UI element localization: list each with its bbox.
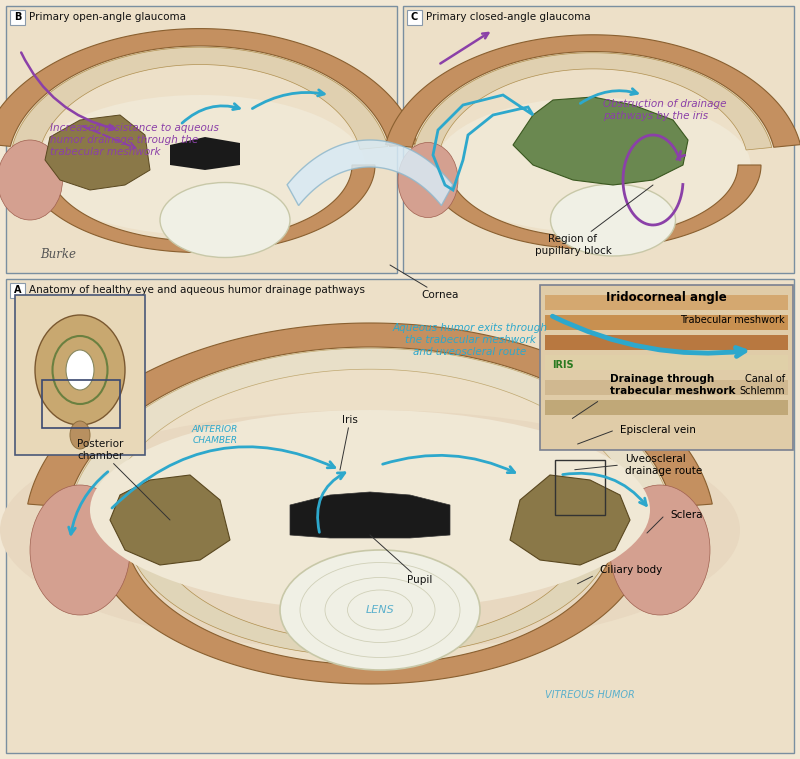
- Text: VITREOUS HUMOR: VITREOUS HUMOR: [545, 690, 635, 700]
- Ellipse shape: [66, 350, 94, 390]
- Polygon shape: [414, 53, 772, 150]
- Text: Canal of
Schlemm: Canal of Schlemm: [739, 374, 785, 395]
- Bar: [6, 279, 794, 753]
- Text: Pupil: Pupil: [370, 535, 433, 585]
- Text: Increased resistance to aqueous
humor drainage through the
trabecular meshwork: Increased resistance to aqueous humor dr…: [50, 124, 219, 156]
- Polygon shape: [28, 323, 712, 507]
- Polygon shape: [513, 97, 688, 185]
- Text: Posterior
chamber: Posterior chamber: [77, 439, 170, 520]
- Ellipse shape: [35, 95, 365, 235]
- FancyBboxPatch shape: [10, 10, 25, 24]
- Ellipse shape: [160, 182, 290, 257]
- Text: Aqueous humor exits through
the trabecular meshwork
and uveoscleral route: Aqueous humor exits through the trabecul…: [393, 323, 547, 357]
- Bar: [545, 335, 788, 350]
- Polygon shape: [70, 348, 670, 510]
- Polygon shape: [0, 29, 418, 146]
- Text: Primary closed-angle glaucoma: Primary closed-angle glaucoma: [426, 12, 591, 22]
- Bar: [545, 355, 788, 370]
- Polygon shape: [425, 165, 761, 249]
- Text: Burke: Burke: [40, 248, 76, 262]
- FancyBboxPatch shape: [406, 10, 422, 24]
- Text: Trabecular meshwork: Trabecular meshwork: [680, 315, 785, 325]
- Text: Primary open-angle glaucoma: Primary open-angle glaucoma: [30, 12, 186, 22]
- Bar: [15, 295, 145, 455]
- Bar: [403, 6, 794, 273]
- Bar: [545, 295, 788, 310]
- Text: Iridocorneal angle: Iridocorneal angle: [606, 291, 727, 304]
- Text: IRIS: IRIS: [552, 360, 574, 370]
- Text: LENS: LENS: [366, 605, 394, 615]
- Ellipse shape: [398, 143, 458, 218]
- Bar: [555, 460, 605, 515]
- Polygon shape: [127, 530, 613, 657]
- Polygon shape: [290, 492, 450, 538]
- Bar: [545, 315, 788, 330]
- Text: B: B: [14, 12, 21, 22]
- Polygon shape: [170, 137, 240, 170]
- Ellipse shape: [0, 140, 62, 220]
- Polygon shape: [110, 475, 230, 565]
- Text: Anatomy of healthy eye and aqueous humor drainage pathways: Anatomy of healthy eye and aqueous humor…: [30, 285, 366, 295]
- Ellipse shape: [435, 97, 750, 232]
- Text: C: C: [410, 12, 418, 22]
- Polygon shape: [12, 47, 388, 150]
- Bar: [6, 6, 397, 273]
- Text: Uveoscleral
drainage route: Uveoscleral drainage route: [625, 454, 702, 476]
- Bar: [545, 400, 788, 415]
- Text: Sclera: Sclera: [670, 510, 702, 520]
- Ellipse shape: [0, 410, 740, 650]
- Text: Cornea: Cornea: [390, 265, 458, 300]
- Ellipse shape: [280, 550, 480, 670]
- Text: Iris: Iris: [340, 415, 358, 470]
- Polygon shape: [510, 475, 630, 565]
- FancyBboxPatch shape: [10, 283, 25, 298]
- Text: Obstruction of drainage
pathways by the iris: Obstruction of drainage pathways by the …: [603, 99, 726, 121]
- Text: ANTERIOR
CHAMBER: ANTERIOR CHAMBER: [192, 425, 238, 445]
- Polygon shape: [287, 140, 453, 206]
- Bar: [540, 285, 793, 450]
- Text: Drainage through
trabecular meshwork: Drainage through trabecular meshwork: [610, 374, 735, 395]
- Text: Episcleral vein: Episcleral vein: [620, 425, 696, 435]
- Bar: [42, 380, 120, 428]
- Bar: [545, 380, 788, 395]
- Text: Ciliary body: Ciliary body: [600, 565, 662, 575]
- Ellipse shape: [35, 315, 125, 425]
- Ellipse shape: [610, 485, 710, 615]
- Polygon shape: [25, 165, 375, 253]
- Ellipse shape: [70, 421, 90, 449]
- Polygon shape: [90, 530, 650, 684]
- Text: A: A: [14, 285, 21, 295]
- Text: Region of
pupillary block: Region of pupillary block: [534, 185, 653, 256]
- Ellipse shape: [90, 410, 650, 610]
- Polygon shape: [45, 115, 150, 190]
- Polygon shape: [386, 35, 800, 147]
- Ellipse shape: [30, 485, 130, 615]
- Ellipse shape: [550, 184, 675, 256]
